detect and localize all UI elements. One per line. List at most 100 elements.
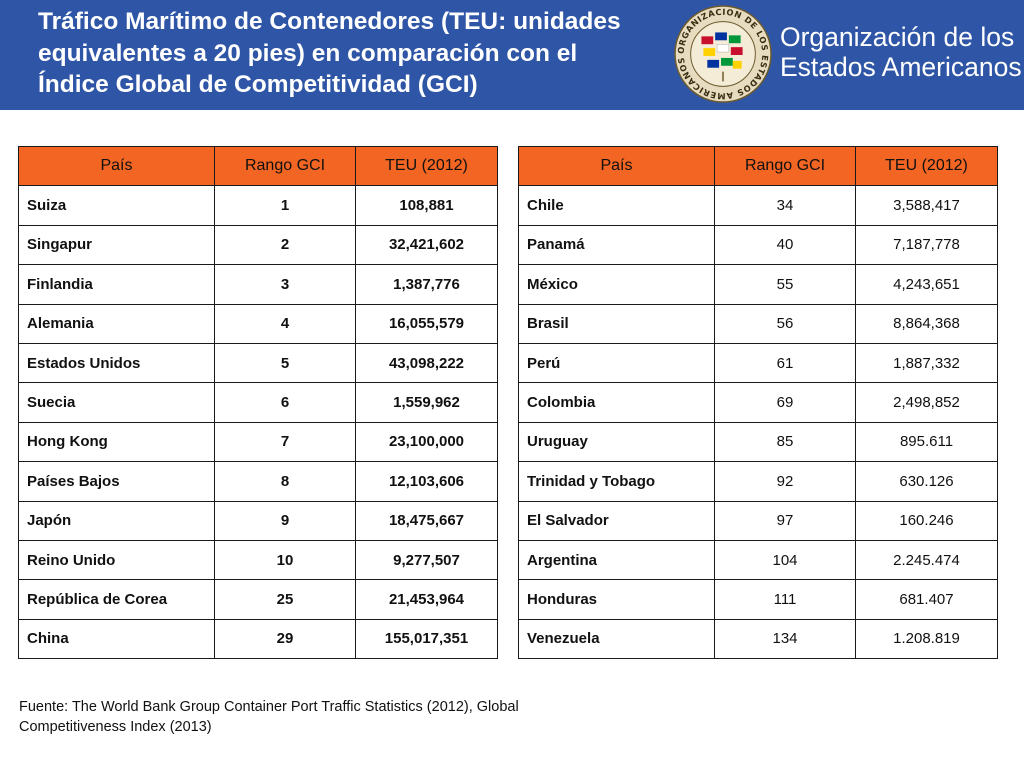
teu-cell: 1,887,332	[855, 342, 998, 384]
country-cell: República de Corea	[18, 579, 215, 620]
title-line: Tráfico Marítimo de Contenedores (TEU: u…	[38, 8, 621, 35]
table-row: Reino Unido 10 9,277,507	[18, 539, 498, 581]
table-body: Suiza 1 108,881 Singapur 2 32,421,602 Finlandi…	[18, 185, 498, 660]
source-line: Competitiveness Index (2013)	[19, 719, 212, 735]
teu-cell: 160.246	[855, 500, 998, 541]
column-header-country: País	[518, 145, 715, 187]
table-body: Chile 34 3,588,417 Panamá 40 7,187,778 México 5…	[518, 185, 998, 660]
table-row: República de Corea 25 21,453,964	[18, 579, 498, 620]
table-row: Uruguay 85 895.611	[518, 421, 998, 463]
teu-cell: 3,588,417	[855, 185, 998, 226]
table-row: Alemania 4 16,055,579	[18, 303, 498, 344]
gci-rank-cell: 5	[214, 342, 356, 384]
gci-rank-cell: 29	[214, 618, 356, 660]
table-row: Trinidad y Tobago 92 630.126	[518, 461, 998, 502]
country-cell: Perú	[518, 342, 715, 384]
teu-cell: 1,387,776	[355, 264, 498, 305]
country-cell: Chile	[518, 185, 715, 226]
gci-rank-cell: 25	[214, 579, 356, 620]
oas-seal-logo: ORGANIZACION DE LOS ESTADOS AMERICANOS	[674, 5, 772, 103]
gci-rank-cell: 8	[214, 461, 356, 502]
org-name-line: Organización de los	[780, 22, 1015, 52]
gci-rank-cell: 56	[714, 303, 856, 344]
org-name-line: Estados Americanos	[780, 52, 1022, 82]
teu-cell: 7,187,778	[855, 224, 998, 266]
teu-cell: 895.611	[855, 421, 998, 463]
country-cell: Reino Unido	[18, 539, 215, 581]
country-cell: Estados Unidos	[18, 342, 215, 384]
teu-cell: 2,498,852	[855, 382, 998, 423]
table-row: Hong Kong 7 23,100,000	[18, 421, 498, 463]
teu-cell: 9,277,507	[355, 539, 498, 581]
teu-cell: 108,881	[355, 185, 498, 226]
gci-rank-cell: 10	[214, 539, 356, 581]
table-row: México 55 4,243,651	[518, 264, 998, 305]
gci-rank-cell: 104	[714, 539, 856, 581]
country-cell: Hong Kong	[18, 421, 215, 463]
gci-rank-cell: 69	[714, 382, 856, 423]
source-line: Fuente: The World Bank Group Container P…	[19, 699, 519, 715]
teu-cell: 23,100,000	[355, 421, 498, 463]
gci-rank-cell: 9	[214, 500, 356, 541]
gci-rank-cell: 97	[714, 500, 856, 541]
table-row: Japón 9 18,475,667	[18, 500, 498, 541]
country-cell: Honduras	[518, 579, 715, 620]
title-line: Índice Global de Competitividad (GCI)	[38, 71, 478, 98]
teu-cell: 32,421,602	[355, 224, 498, 266]
teu-cell: 21,453,964	[355, 579, 498, 620]
table-row: Perú 61 1,887,332	[518, 342, 998, 384]
gci-rank-cell: 6	[214, 382, 356, 423]
country-cell: El Salvador	[518, 500, 715, 541]
teu-cell: 155,017,351	[355, 618, 498, 660]
gci-rank-cell: 40	[714, 224, 856, 266]
table-row: Panamá 40 7,187,778	[518, 224, 998, 266]
country-cell: Brasil	[518, 303, 715, 344]
country-cell: China	[18, 618, 215, 660]
flags-icon	[701, 32, 743, 82]
table-header-row: País Rango GCI TEU (2012)	[518, 145, 998, 187]
table-row: Venezuela 134 1.208.819	[518, 618, 998, 660]
teu-cell: 2.245.474	[855, 539, 998, 581]
organization-name: Organización de los Estados Americanos	[780, 22, 1022, 82]
teu-cell: 1.208.819	[855, 618, 998, 660]
teu-cell: 43,098,222	[355, 342, 498, 384]
teu-cell: 4,243,651	[855, 264, 998, 305]
table-row: Singapur 2 32,421,602	[18, 224, 498, 266]
gci-rank-cell: 55	[714, 264, 856, 305]
country-cell: México	[518, 264, 715, 305]
teu-cell: 16,055,579	[355, 303, 498, 344]
country-cell: Uruguay	[518, 421, 715, 463]
gci-rank-cell: 7	[214, 421, 356, 463]
country-cell: Países Bajos	[18, 461, 215, 502]
country-cell: Finlandia	[18, 264, 215, 305]
teu-cell: 8,864,368	[855, 303, 998, 344]
gci-table-left: País Rango GCI TEU (2012) Suiza 1 108,881 S…	[18, 145, 498, 660]
table-header-row: País Rango GCI TEU (2012)	[18, 145, 498, 187]
gci-rank-cell: 2	[214, 224, 356, 266]
country-cell: Colombia	[518, 382, 715, 423]
column-header-rank: Rango GCI	[714, 145, 856, 187]
gci-rank-cell: 1	[214, 185, 356, 226]
title-line: equivalentes a 20 pies) en comparación c…	[38, 39, 578, 67]
country-cell: Venezuela	[518, 618, 715, 660]
source-note: Fuente: The World Bank Group Container P…	[19, 697, 619, 737]
table-row: Países Bajos 8 12,103,606	[18, 461, 498, 502]
table-row: Brasil 56 8,864,368	[518, 303, 998, 344]
column-header-teu: TEU (2012)	[855, 145, 998, 187]
teu-cell: 681.407	[855, 579, 998, 620]
table-row: Honduras 111 681.407	[518, 579, 998, 620]
gci-table-right: País Rango GCI TEU (2012) Chile 34 3,588,4…	[518, 145, 998, 660]
table-row: El Salvador 97 160.246	[518, 500, 998, 541]
table-row: Argentina 104 2.245.474	[518, 539, 998, 581]
column-header-teu: TEU (2012)	[355, 145, 498, 187]
country-cell: Suiza	[18, 185, 215, 226]
gci-rank-cell: 85	[714, 421, 856, 463]
table-row: Suiza 1 108,881	[18, 185, 498, 226]
country-cell: Japón	[18, 500, 215, 541]
country-cell: Panamá	[518, 224, 715, 266]
page-title: Tráfico Marítimo de Contenedores (TEU: u…	[38, 6, 648, 101]
country-cell: Alemania	[18, 303, 215, 344]
teu-cell: 18,475,667	[355, 500, 498, 541]
gci-rank-cell: 4	[214, 303, 356, 344]
country-cell: Suecia	[18, 382, 215, 423]
